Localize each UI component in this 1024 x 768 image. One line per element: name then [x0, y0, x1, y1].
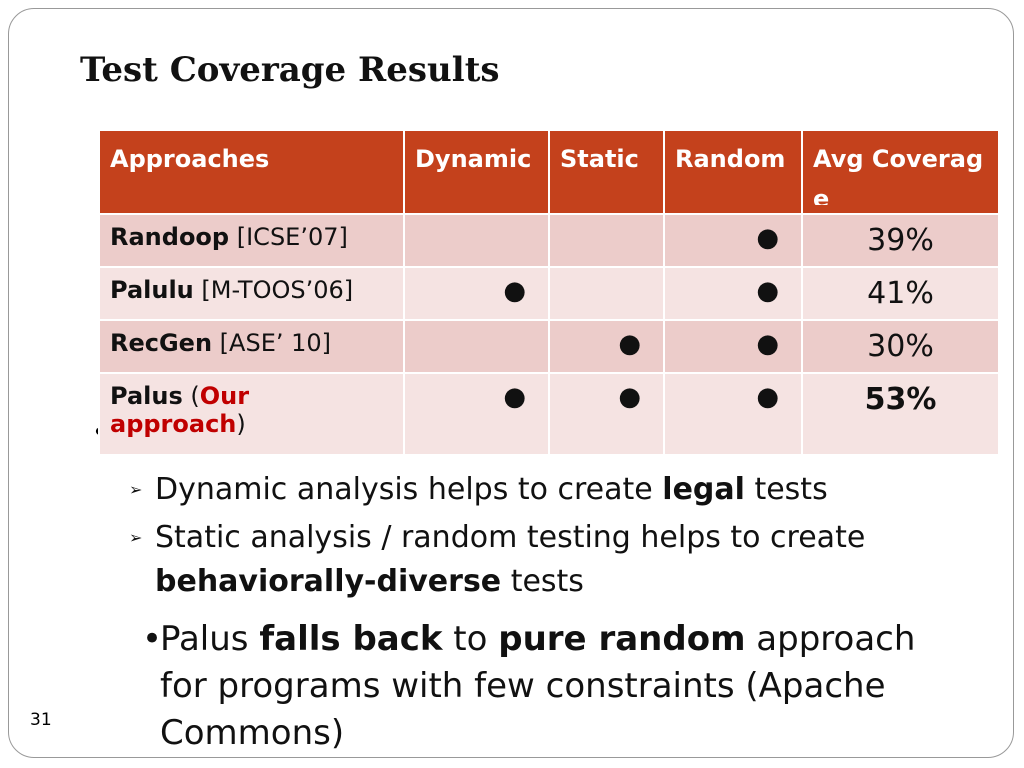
dynamic-cell: ●: [403, 372, 550, 456]
text-segment: Dynamic analysis helps to create: [155, 472, 663, 507]
slide-number: 31: [30, 710, 52, 730]
table-row: RecGen [ASE’ 10] ● ● 30%: [98, 319, 1000, 374]
main-bullet: Palus falls back to pure random approach…: [142, 616, 960, 757]
table-row: Randoop [ICSE’07] ● 39%: [98, 213, 1000, 268]
header-text: Dynamic: [415, 145, 532, 173]
text-segment: Palus: [110, 382, 183, 410]
random-cell: ●: [663, 319, 803, 374]
sub-bullet: Static analysis / random testing helps t…: [129, 516, 955, 604]
text-segment: behaviorally-diverse: [155, 564, 502, 599]
static-cell: ●: [548, 319, 665, 374]
table-row: Palus (Our approach) ● ● ● 53%: [98, 372, 1000, 456]
static-cell: [548, 213, 665, 268]
text-segment: Palus: [160, 619, 260, 659]
dynamic-cell: [403, 213, 550, 268]
approach-cell: Palulu [M-TOOS’06]: [98, 266, 405, 321]
sub-bullet: Dynamic analysis helps to create legal t…: [129, 468, 955, 512]
header-text: Static: [560, 145, 639, 173]
text-segment: tests: [744, 472, 828, 507]
header-cell: Avg Coverage: [801, 129, 1000, 215]
coverage-table: Approaches Dynamic Static Random Avg Coverag…: [98, 129, 1000, 456]
text-segment: [M-TOOS’06]: [193, 276, 354, 304]
approach-cell: RecGen [ASE’ 10]: [98, 319, 405, 374]
header-text: Avg Coverage: [813, 145, 984, 205]
dynamic-cell: [403, 319, 550, 374]
header-text: Approaches: [110, 145, 270, 173]
table-row: Palulu [M-TOOS’06] ● ● 41%: [98, 266, 1000, 321]
text-segment: to: [442, 619, 499, 659]
text-segment: Static analysis / random testing helps t…: [155, 520, 866, 555]
text-segment: falls back: [259, 619, 443, 659]
approach-cell: Randoop [ICSE’07]: [98, 213, 405, 268]
text-segment: pure random: [498, 619, 746, 659]
header-cell: Random: [663, 129, 803, 215]
header-text: Random: [675, 145, 786, 173]
header-cell: Dynamic: [403, 129, 550, 215]
coverage-cell: 41%: [801, 266, 1000, 321]
text-segment: approach for programs with few constrain…: [160, 619, 916, 753]
random-cell: ●: [663, 213, 803, 268]
text-segment: [ASE’ 10]: [212, 329, 332, 357]
text-segment: RecGen: [110, 329, 213, 357]
static-cell: [548, 266, 665, 321]
slide-title: Test Coverage Results: [80, 50, 500, 90]
slide-frame: [8, 8, 1014, 758]
coverage-cell: 30%: [801, 319, 1000, 374]
approach-cell: Palus (Our approach): [98, 372, 405, 456]
static-cell: ●: [548, 372, 665, 456]
random-cell: ●: [663, 266, 803, 321]
text-segment: Palulu: [110, 276, 194, 304]
random-cell: ●: [663, 372, 803, 456]
text-segment: tests: [501, 564, 584, 599]
header-cell: Approaches: [98, 129, 405, 215]
text-segment: Randoop: [110, 223, 230, 251]
text-segment: legal: [662, 472, 745, 507]
text-segment: ): [236, 410, 246, 438]
header-cell: Static: [548, 129, 665, 215]
text-segment: [ICSE’07]: [229, 223, 348, 251]
coverage-cell: 53%: [801, 372, 1000, 456]
text-segment: Our approach: [110, 382, 250, 438]
text-segment: (: [182, 382, 200, 410]
coverage-cell: 39%: [801, 213, 1000, 268]
dynamic-cell: ●: [403, 266, 550, 321]
